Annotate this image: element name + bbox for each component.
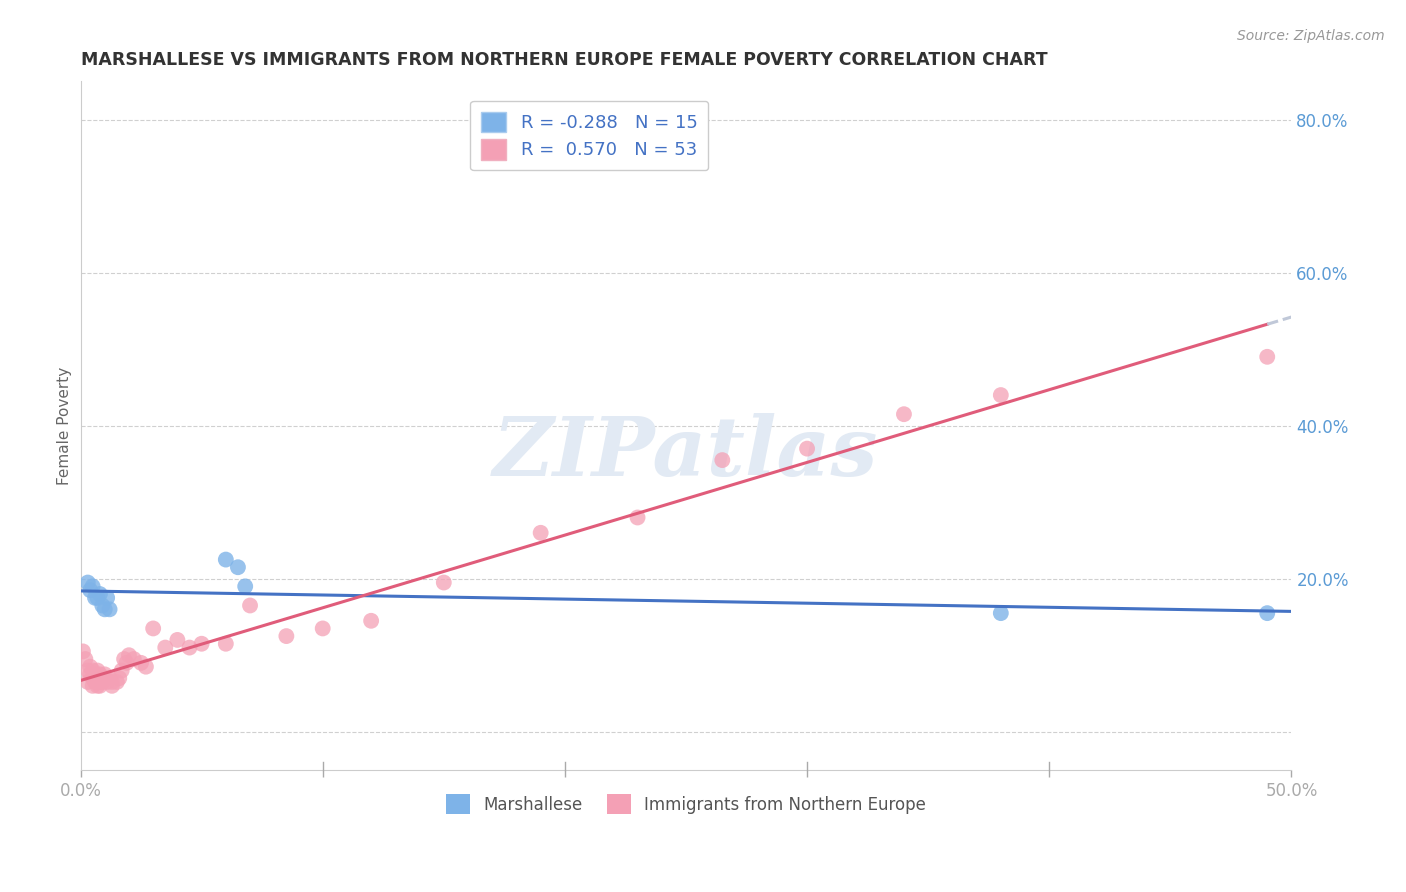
Point [215,552,238,566]
Point [84,591,107,605]
Point [82,679,104,693]
Point [166,632,188,647]
Point [135,659,157,673]
Point [122,652,145,666]
Point [76,664,98,678]
Point [86,679,108,693]
Point [276,629,298,643]
Point [190,637,212,651]
Point [626,510,648,524]
Point [796,442,818,456]
Point [76,675,98,690]
Point [79,667,101,681]
Point [82,579,104,593]
Point [93,671,115,685]
Point [84,667,107,681]
Point [1256,606,1278,620]
Point [76,575,98,590]
Point [312,622,335,636]
Point [360,614,382,628]
Point [86,671,108,685]
Legend: Marshallese, Immigrants from Northern Europe: Marshallese, Immigrants from Northern Eu… [436,784,936,823]
Point [990,388,1012,402]
Point [89,679,111,693]
Text: Source: ZipAtlas.com: Source: ZipAtlas.com [1237,29,1385,43]
Point [82,664,104,678]
Point [72,644,94,658]
Point [990,606,1012,620]
Point [105,675,128,690]
Text: ZIPatlas: ZIPatlas [494,413,879,493]
Point [79,659,101,673]
Point [433,575,456,590]
Point [84,675,107,690]
Point [155,640,177,655]
Point [112,652,135,666]
Point [89,671,111,685]
Point [1256,350,1278,364]
Text: MARSHALLESE VS IMMIGRANTS FROM NORTHERN EUROPE FEMALE POVERTY CORRELATION CHART: MARSHALLESE VS IMMIGRANTS FROM NORTHERN … [80,51,1047,69]
Point [91,599,114,613]
Y-axis label: Female Poverty: Female Poverty [58,367,72,484]
Point [115,656,138,670]
Point [89,675,111,690]
Point [101,679,124,693]
Point [893,407,915,421]
Point [233,579,256,593]
Point [118,648,141,663]
Point [179,640,201,655]
Point [98,671,121,685]
Point [101,675,124,690]
Point [89,587,111,601]
Point [93,667,115,681]
Point [89,667,111,681]
Point [530,525,553,540]
Point [108,671,131,685]
Point [79,583,101,598]
Point [111,664,134,678]
Point [86,664,108,678]
Point [98,602,121,616]
Point [96,591,118,605]
Point [711,453,734,467]
Point [93,602,115,616]
Point [142,622,165,636]
Point [75,652,97,666]
Point [226,560,249,574]
Point [96,675,118,690]
Point [239,599,262,613]
Point [129,656,152,670]
Point [215,637,238,651]
Point [86,591,108,605]
Point [91,675,114,690]
Point [82,671,104,685]
Point [91,671,114,685]
